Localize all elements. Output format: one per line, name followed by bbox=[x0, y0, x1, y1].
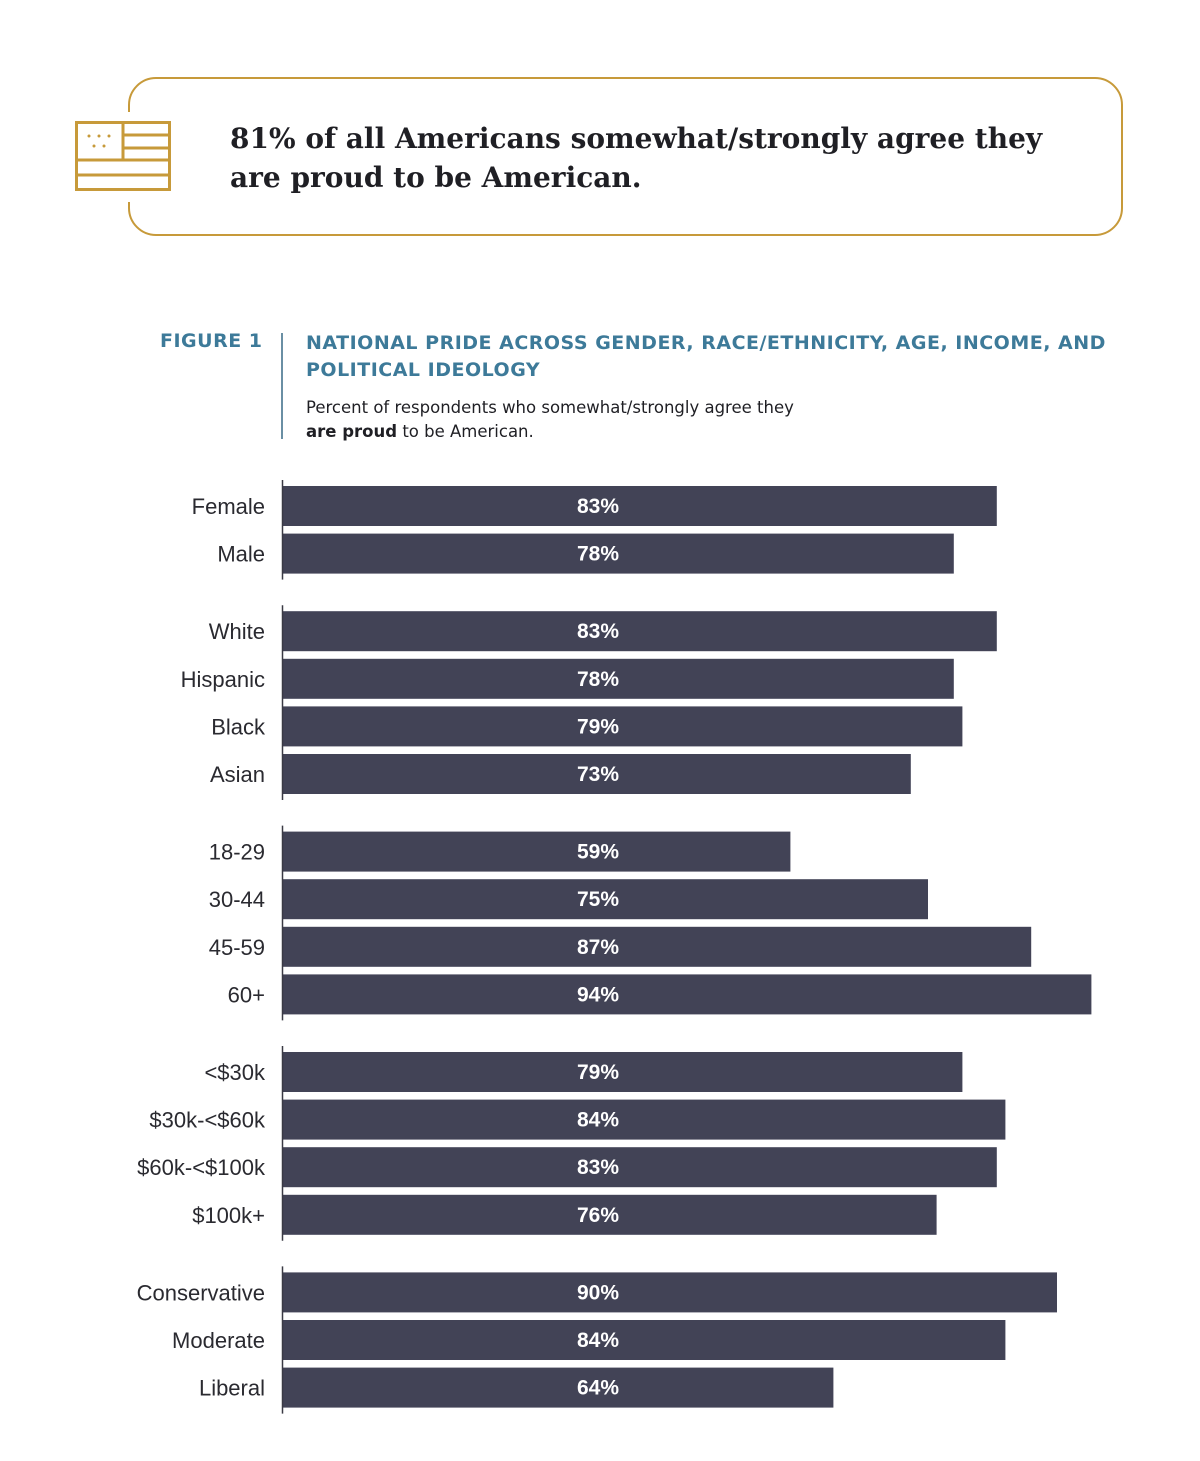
bar-conservative bbox=[283, 1272, 1057, 1313]
subtitle-text: Percent of respondents who somewhat/stro… bbox=[306, 398, 794, 417]
value-label: 83% bbox=[577, 495, 619, 518]
category-label: Female bbox=[192, 494, 265, 519]
value-label: 64% bbox=[577, 1377, 619, 1400]
bar-black bbox=[283, 706, 963, 747]
category-label: $60k-<$100k bbox=[137, 1155, 266, 1180]
value-label: 83% bbox=[577, 620, 619, 643]
category-label: White bbox=[209, 619, 265, 644]
category-label: $100k+ bbox=[192, 1203, 265, 1228]
value-label: 76% bbox=[577, 1204, 619, 1227]
category-label: Hispanic bbox=[181, 667, 265, 692]
chart-subtitle: Percent of respondents who somewhat/stro… bbox=[306, 396, 866, 444]
value-label: 79% bbox=[577, 1061, 619, 1084]
bar-hispanic bbox=[283, 658, 954, 699]
category-label: $30k-<$60k bbox=[149, 1108, 266, 1133]
value-label: 84% bbox=[577, 1109, 619, 1132]
category-label: 60+ bbox=[228, 982, 265, 1007]
value-label: 90% bbox=[577, 1281, 619, 1304]
figure-label: FIGURE 1 bbox=[160, 330, 263, 352]
category-label: Black bbox=[211, 714, 266, 739]
value-label: 59% bbox=[577, 841, 619, 864]
category-label: 18-29 bbox=[209, 840, 265, 865]
bar-liberal bbox=[283, 1367, 834, 1408]
value-label: 75% bbox=[577, 888, 619, 911]
subtitle-emphasis: are proud bbox=[306, 422, 398, 441]
callout-text: 81% of all Americans somewhat/strongly a… bbox=[230, 122, 1043, 194]
figure-divider bbox=[281, 333, 283, 439]
category-label: Male bbox=[217, 542, 265, 567]
callout-border-gap bbox=[126, 112, 134, 202]
value-label: 79% bbox=[577, 715, 619, 738]
category-label: Moderate bbox=[172, 1328, 265, 1353]
value-label: 78% bbox=[577, 668, 619, 691]
bar-moderate bbox=[283, 1320, 1006, 1360]
category-label: Liberal bbox=[199, 1376, 265, 1401]
value-label: 84% bbox=[577, 1329, 619, 1352]
american-flag-icon bbox=[75, 121, 171, 191]
value-label: 87% bbox=[577, 936, 619, 959]
value-label: 78% bbox=[577, 543, 619, 566]
bar--30k bbox=[283, 1052, 963, 1092]
bar-18-29 bbox=[283, 831, 791, 872]
bar-45-59 bbox=[283, 926, 1032, 967]
bar-asian bbox=[283, 754, 911, 794]
bar-60- bbox=[283, 974, 1092, 1015]
category-label: 45-59 bbox=[209, 935, 265, 960]
value-label: 73% bbox=[577, 763, 619, 786]
value-label: 94% bbox=[577, 983, 619, 1006]
subtitle-tail: to be American. bbox=[402, 422, 534, 441]
category-label: <$30k bbox=[204, 1060, 266, 1085]
bar--30k-60k bbox=[283, 1099, 1006, 1140]
category-label: Conservative bbox=[137, 1280, 265, 1305]
bar--60k-100k bbox=[283, 1147, 997, 1188]
bar-white bbox=[283, 611, 997, 652]
value-label: 83% bbox=[577, 1156, 619, 1179]
bar-female bbox=[283, 486, 997, 526]
bar-male bbox=[283, 533, 954, 574]
category-label: Asian bbox=[210, 762, 265, 787]
chart-title: NATIONAL PRIDE ACROSS GENDER, RACE/ETHNI… bbox=[306, 332, 1106, 381]
bar-30-44 bbox=[283, 879, 928, 920]
category-label: 30-44 bbox=[209, 887, 265, 912]
bar--100k- bbox=[283, 1194, 937, 1235]
